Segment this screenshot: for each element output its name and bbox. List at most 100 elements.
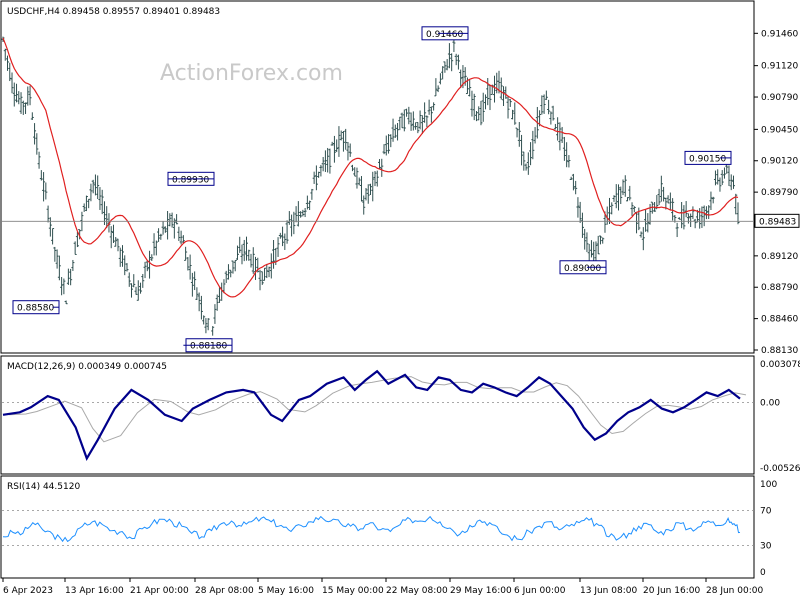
ohlc-bar <box>247 249 251 261</box>
ohlc-bar <box>281 226 285 247</box>
ohlc-bar <box>161 221 165 235</box>
ohlc-bar <box>418 110 422 130</box>
rsi-panel-title: RSI(14) 44.5120 <box>7 482 80 492</box>
ohlc-bar <box>51 228 55 245</box>
rsi-axis: 100 70 30 0 <box>2 480 777 578</box>
ohlc-bar <box>526 152 530 175</box>
ohlc-bar <box>204 318 208 334</box>
ohlc-bar <box>477 106 481 121</box>
ohlc-bar <box>576 197 580 218</box>
ohlc-bar <box>78 229 82 240</box>
ohlc-bar <box>244 236 248 261</box>
ohlc-bar <box>396 123 400 141</box>
ohlc-bar <box>578 201 582 223</box>
ohlc-bar <box>170 212 174 228</box>
price-annotation: 0.89000 <box>559 260 607 275</box>
ohlc-bar <box>659 175 663 202</box>
ohlc-bar <box>567 155 571 168</box>
ohlc-bar <box>416 122 420 134</box>
ohlc-bar <box>454 53 458 66</box>
price-tick-label: 0.90120 <box>761 157 798 167</box>
ohlc-bar <box>17 91 21 105</box>
ohlc-bar <box>123 255 127 276</box>
ohlc-bar <box>100 189 104 215</box>
ohlc-bar <box>114 237 118 247</box>
ohlc-bar <box>384 135 388 156</box>
ohlc-bar <box>524 163 528 171</box>
ohlc-bar <box>423 102 427 123</box>
ohlc-bar <box>341 130 345 152</box>
ohlc-bar <box>294 206 298 223</box>
ohlc-bar <box>8 62 12 82</box>
ohlc-bar <box>684 201 688 218</box>
time-tick-label: 22 May 08:00 <box>386 586 448 596</box>
ohlc-bar <box>217 287 221 303</box>
ohlc-bar <box>731 175 735 189</box>
ohlc-bar <box>560 126 564 143</box>
ohlc-bar <box>125 263 129 272</box>
ohlc-bar <box>141 273 145 288</box>
ohlc-bar <box>583 228 587 250</box>
ohlc-bar <box>190 272 194 297</box>
time-tick-label: 15 May 00:00 <box>322 586 384 596</box>
ohlc-bar <box>296 201 300 227</box>
ohlc-bar <box>175 214 179 225</box>
rsi-panel-frame <box>0 475 755 579</box>
ohlc-bar <box>265 263 269 279</box>
macd-tick-label: 0.003078 <box>760 360 800 370</box>
ohlc-bar <box>66 268 70 285</box>
rsi-line <box>2 515 741 543</box>
ohlc-bar <box>197 292 201 312</box>
ohlc-bar <box>569 176 573 181</box>
ohlc-bar <box>53 246 57 262</box>
ohlc-bar <box>450 53 454 72</box>
annotation-label: 0.91460 <box>426 30 463 40</box>
ohlc-bar <box>420 115 424 134</box>
time-axis: 6 Apr 2023 13 Apr 16:00 21 Apr 00:00 28 Apr… <box>2 578 763 596</box>
ohlc-bar <box>513 102 517 125</box>
ohlc-bar <box>260 271 264 285</box>
ohlc-bar <box>109 226 113 249</box>
ohlc-bar <box>474 110 478 122</box>
ohlc-bar <box>626 197 630 202</box>
ohlc-bar <box>666 195 670 204</box>
ohlc-bar <box>71 259 75 271</box>
ohlc-bar <box>186 257 190 271</box>
ohlc-bar <box>269 253 273 279</box>
ohlc-bar <box>520 134 524 166</box>
ohlc-bar <box>168 213 172 227</box>
ohlc-bar <box>707 205 711 219</box>
ohlc-bar <box>549 111 553 125</box>
price-bars <box>1 36 740 345</box>
time-tick-label: 13 Jun 08:00 <box>580 586 637 596</box>
ohlc-bar <box>163 226 167 233</box>
ohlc-bar <box>504 86 508 99</box>
ohlc-bar <box>37 151 41 169</box>
ohlc-bar <box>353 167 357 177</box>
ohlc-bar <box>317 171 321 178</box>
ohlc-bar <box>10 72 14 94</box>
price-tick-label: 0.89790 <box>761 188 798 198</box>
ohlc-bar <box>143 261 147 279</box>
annotation-label: 0.88180 <box>190 342 227 352</box>
ohlc-bar <box>224 270 228 283</box>
ohlc-bar <box>623 175 627 197</box>
ohlc-bar <box>57 255 61 281</box>
ohlc-bar <box>344 128 348 150</box>
ohlc-bar <box>233 259 237 272</box>
ohlc-bar <box>497 70 501 94</box>
ohlc-bar <box>443 61 447 73</box>
ohlc-bar <box>470 90 474 117</box>
time-tick-label: 20 Jun 16:00 <box>643 586 700 596</box>
ohlc-bar <box>139 282 143 294</box>
ohlc-bar <box>551 105 555 121</box>
ohlc-bar <box>389 134 393 148</box>
ohlc-bar <box>553 123 557 130</box>
ohlc-bar <box>391 118 395 142</box>
ohlc-bar <box>193 271 197 291</box>
price-tick-label: 0.90450 <box>761 125 798 135</box>
ohlc-bar <box>644 209 648 232</box>
price-annotation: 0.88180 <box>183 338 233 353</box>
ohlc-bar <box>445 59 449 71</box>
ohlc-bar <box>177 226 181 242</box>
